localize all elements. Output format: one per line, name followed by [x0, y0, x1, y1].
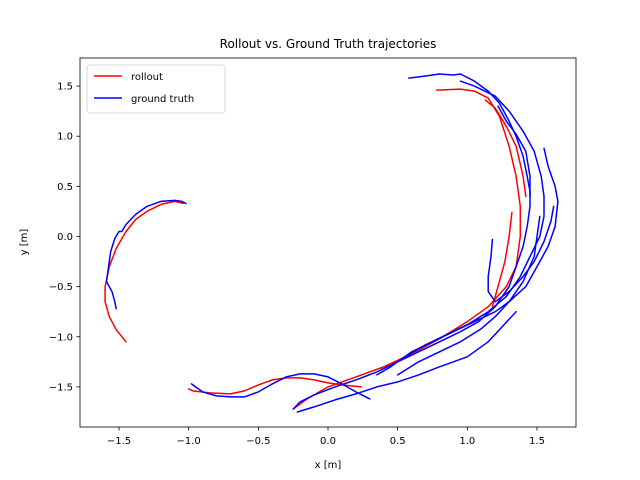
x-axis-label: x [m]: [315, 460, 342, 471]
y-tick-label: 0.0: [57, 232, 73, 243]
series-line-ground-truth-6: [190, 373, 371, 400]
plot-area: −1.5 −1.0 −0.5 0.0 0.5 1.0 1.5 −1.5 −1.0 −0.5 0.0…: [49, 57, 577, 447]
series-layer: [104, 73, 559, 413]
legend-box: [86, 64, 226, 114]
series-line-rollout-1: [292, 88, 522, 410]
x-tick-label: 0.0: [320, 436, 336, 447]
legend-label-rollout: rollout: [131, 72, 163, 83]
x-tick-label: −0.5: [246, 436, 270, 447]
x-tick-label: −1.5: [107, 436, 131, 447]
y-tick-label: −0.5: [49, 282, 73, 293]
chart-title: Rollout vs. Ground Truth trajectories: [220, 37, 437, 51]
series-line-ground-truth-1: [292, 73, 531, 410]
series-line-ground-truth-8: [497, 105, 531, 198]
series-line-rollout-4: [491, 211, 513, 308]
series-line-rollout-3: [484, 99, 527, 198]
y-tick-label: −1.0: [49, 332, 73, 343]
series-line-rollout-2: [187, 377, 363, 395]
x-tick-label: 0.5: [390, 436, 406, 447]
y-axis: −1.5 −1.0 −0.5 0.0 0.5 1.0 1.5: [49, 82, 80, 393]
series-line-ground-truth-5: [396, 215, 541, 376]
series-line-rollout-0: [104, 200, 184, 343]
legend: rollout ground truth: [86, 64, 226, 114]
x-tick-label: 1.5: [529, 436, 545, 447]
y-tick-label: 1.5: [57, 82, 73, 93]
y-tick-label: 1.0: [57, 132, 73, 143]
x-axis: −1.5 −1.0 −0.5 0.0 0.5 1.0 1.5: [107, 427, 545, 447]
x-tick-label: −1.0: [177, 436, 201, 447]
series-line-ground-truth-3: [396, 147, 559, 363]
y-tick-label: −1.5: [49, 382, 73, 393]
x-tick-label: 1.0: [459, 436, 475, 447]
series-line-ground-truth-7: [296, 310, 517, 413]
series-line-ground-truth-0: [105, 199, 187, 310]
series-line-ground-truth-4: [487, 205, 555, 303]
y-axis-label: y [m]: [19, 229, 30, 256]
y-tick-label: 0.5: [57, 182, 73, 193]
legend-label-ground-truth: ground truth: [131, 94, 194, 105]
